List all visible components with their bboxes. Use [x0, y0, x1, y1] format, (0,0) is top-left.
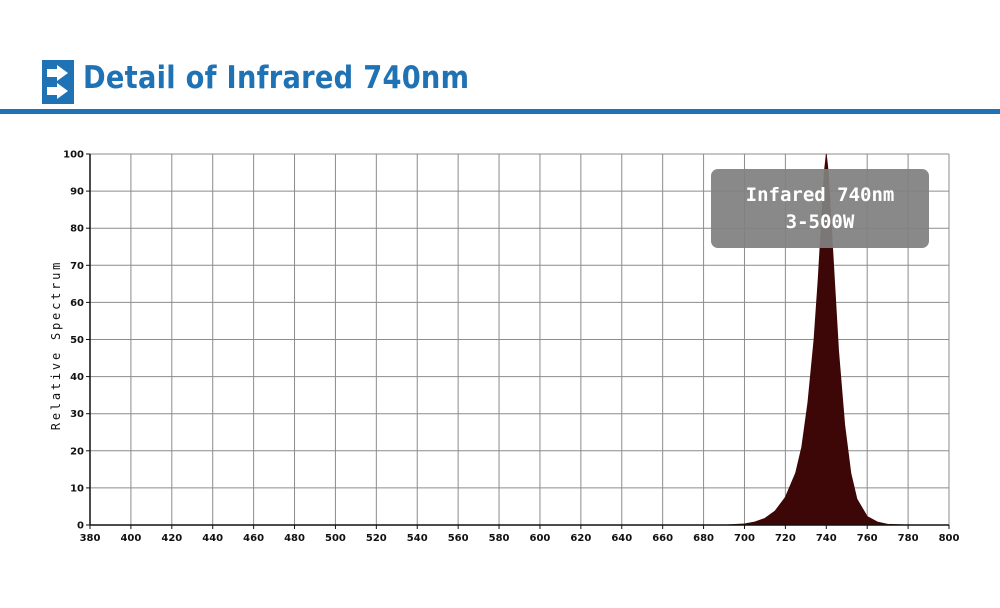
- x-tick-label: 760: [857, 533, 878, 544]
- y-axis-ticks: 0 10 20 30 40 50 60 70 80 90 100: [63, 150, 90, 532]
- y-tick-label: 100: [63, 150, 84, 161]
- x-tick-label: 520: [366, 533, 387, 544]
- y-tick-label: 70: [70, 261, 84, 272]
- x-tick-label: 680: [693, 533, 714, 544]
- annotation-callout: Infared 740nm 3-500W: [711, 169, 929, 248]
- x-tick-label: 720: [775, 533, 796, 544]
- y-tick-label: 50: [70, 335, 84, 346]
- x-tick-label: 600: [530, 533, 551, 544]
- x-tick-label: 380: [80, 533, 101, 544]
- y-tick-label: 0: [77, 521, 84, 532]
- y-tick-label: 90: [70, 187, 84, 198]
- x-tick-label: 480: [284, 533, 305, 544]
- chart-series: [723, 153, 909, 526]
- spectrum-area: [723, 153, 909, 526]
- x-tick-label: 460: [243, 533, 264, 544]
- x-tick-label: 420: [161, 533, 182, 544]
- x-tick-label: 580: [489, 533, 510, 544]
- x-axis-ticks: 380 400 420 440 460 480 500 520 540 560 580 600 620 6…: [80, 525, 960, 544]
- annotation-line-1: Infared 740nm: [745, 183, 895, 206]
- x-tick-label: 400: [120, 533, 141, 544]
- y-tick-label: 30: [70, 409, 84, 420]
- page-title: Detail of Infrared 740nm: [83, 60, 470, 96]
- y-tick-label: 80: [70, 224, 84, 235]
- y-tick-label: 40: [70, 372, 84, 383]
- x-tick-label: 540: [407, 533, 428, 544]
- y-tick-label: 20: [70, 446, 84, 457]
- y-axis-label: Relative Spectrum: [49, 259, 63, 431]
- y-tick-label: 10: [70, 483, 84, 494]
- y-tick-label: 60: [70, 298, 84, 309]
- double-arrow-right-icon: [42, 60, 74, 104]
- x-tick-label: 700: [734, 533, 755, 544]
- header-divider: [0, 109, 1000, 114]
- annotation-line-2: 3-500W: [785, 210, 855, 233]
- x-tick-label: 440: [202, 533, 223, 544]
- x-tick-label: 640: [611, 533, 632, 544]
- double-arrow-right-icon-glyph: [47, 65, 68, 99]
- x-tick-label: 780: [898, 533, 919, 544]
- x-tick-label: 660: [652, 533, 673, 544]
- x-tick-label: 560: [448, 533, 469, 544]
- x-tick-label: 500: [325, 533, 346, 544]
- page-header: Detail of Infrared 740nm: [0, 0, 1000, 120]
- x-tick-label: 740: [816, 533, 837, 544]
- x-tick-label: 620: [570, 533, 591, 544]
- x-tick-label: 800: [939, 533, 960, 544]
